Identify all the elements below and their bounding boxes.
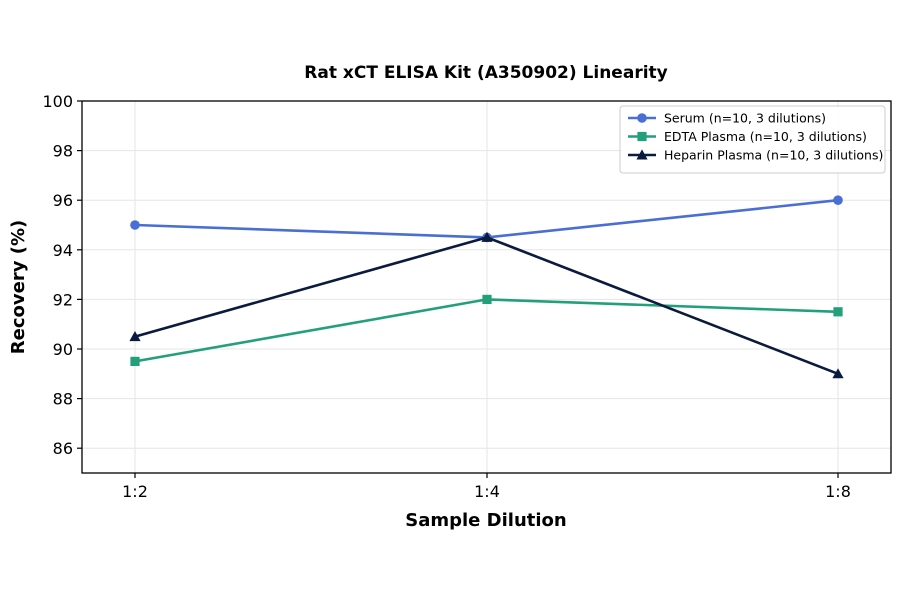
legend-entry: Serum (n=10, 3 dilutions) bbox=[628, 111, 826, 126]
legend-entry: Heparin Plasma (n=10, 3 dilutions) bbox=[628, 148, 883, 163]
y-tick-label: 90 bbox=[53, 340, 73, 359]
x-tick-label: 1:4 bbox=[474, 482, 500, 501]
y-tick-label: 94 bbox=[53, 241, 73, 260]
legend-marker bbox=[636, 149, 648, 160]
data-point bbox=[833, 195, 843, 205]
x-tick-label: 1:8 bbox=[825, 482, 851, 501]
legend: Serum (n=10, 3 dilutions) EDTA Plasma (n=… bbox=[619, 105, 886, 174]
legend-marker bbox=[637, 131, 647, 142]
series-layer bbox=[129, 195, 844, 379]
y-tick-label: 86 bbox=[53, 439, 73, 458]
y-tick-label: 96 bbox=[53, 191, 73, 210]
y-tick-label: 98 bbox=[53, 142, 73, 161]
y-tick-label: 100 bbox=[42, 92, 73, 111]
data-point bbox=[130, 356, 140, 366]
x-axis-label: Sample Dilution bbox=[405, 510, 566, 531]
legend-label: Serum (n=10, 3 dilutions) bbox=[664, 111, 826, 126]
y-tick-label: 92 bbox=[53, 290, 73, 309]
series-3 bbox=[129, 231, 844, 379]
legend-marker bbox=[637, 113, 647, 123]
data-point bbox=[482, 294, 492, 304]
legend-label: Heparin Plasma (n=10, 3 dilutions) bbox=[664, 148, 883, 163]
data-point bbox=[130, 220, 140, 230]
legend-box bbox=[619, 105, 886, 174]
y-axis-label: Recovery (%) bbox=[8, 220, 29, 354]
data-point bbox=[481, 231, 493, 242]
x-tick-label: 1:2 bbox=[122, 482, 148, 501]
axis-ticks: 86 88 90 92 94 96 98 100 1:2 1:4 1:8 bbox=[42, 92, 850, 501]
legend-entry: EDTA Plasma (n=10, 3 dilutions) bbox=[628, 129, 867, 144]
data-point bbox=[129, 331, 141, 342]
data-point bbox=[833, 307, 843, 317]
series-2 bbox=[130, 294, 843, 366]
legend-label: EDTA Plasma (n=10, 3 dilutions) bbox=[664, 129, 867, 144]
data-point bbox=[832, 368, 844, 379]
y-tick-label: 88 bbox=[53, 390, 73, 409]
chart-title: Rat xCT ELISA Kit (A350902) Linearity bbox=[304, 63, 667, 83]
